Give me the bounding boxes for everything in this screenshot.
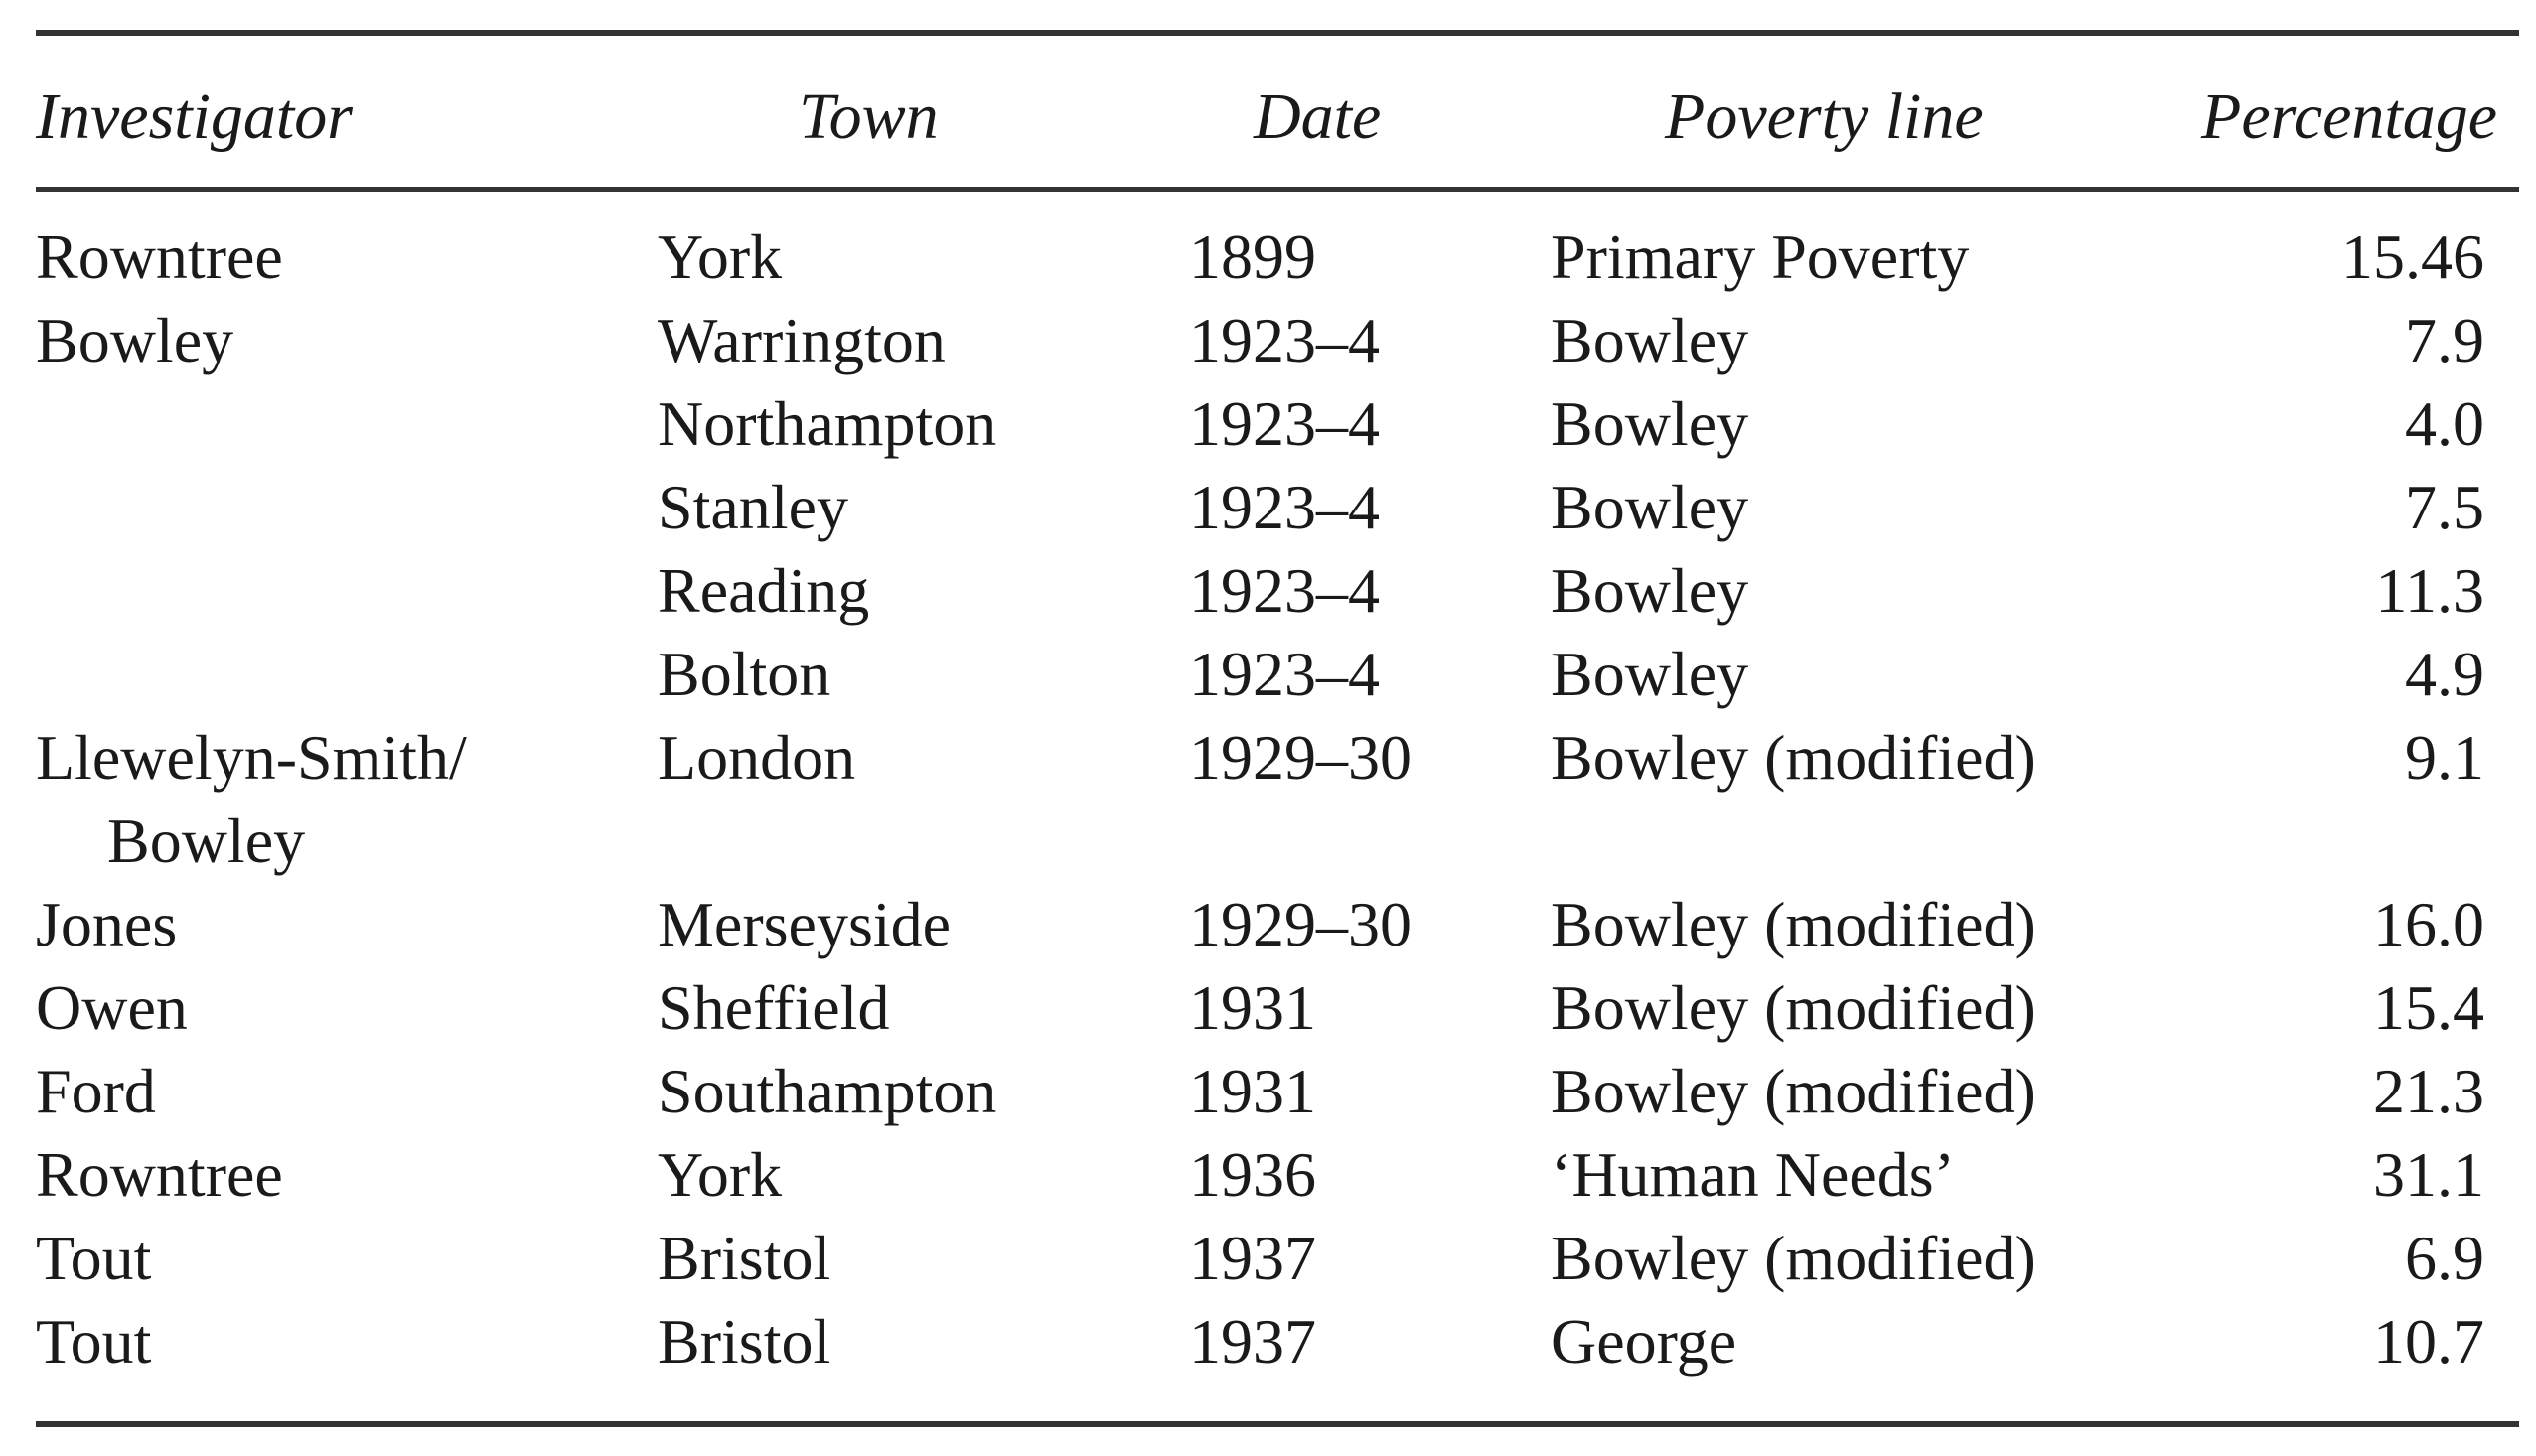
cell-percentage: 4.9: [2405, 639, 2484, 709]
table-top-rule: [36, 30, 2519, 36]
column-header-town: Town: [799, 80, 939, 153]
cell-town: London: [658, 722, 856, 793]
cell-poverty-line: Bowley (modified): [1551, 889, 2036, 959]
cell-poverty-line: Bowley: [1551, 305, 1749, 375]
cell-percentage: 16.0: [2373, 889, 2484, 959]
cell-poverty-line: Bowley (modified): [1551, 972, 2036, 1043]
cell-percentage: 6.9: [2405, 1223, 2484, 1293]
cell-town: Southampton: [658, 1056, 997, 1126]
cell-date: 1929–30: [1189, 722, 1412, 793]
cell-poverty-line: Bowley (modified): [1551, 1056, 2036, 1126]
cell-date: 1929–30: [1189, 889, 1412, 959]
cell-percentage: 31.1: [2373, 1139, 2484, 1210]
cell-percentage: 9.1: [2405, 722, 2484, 793]
table-bottom-rule: [36, 1421, 2519, 1427]
cell-percentage: 4.0: [2405, 388, 2484, 459]
table-row: Jones Merseyside 1929–30 Bowley (modifie…: [36, 883, 2519, 966]
table-row: Rowntree York 1936 ‘Human Needs’ 31.1: [36, 1133, 2519, 1217]
cell-poverty-line: Bowley (modified): [1551, 1223, 2036, 1293]
cell-town: Warrington: [658, 305, 946, 375]
cell-town: Bolton: [658, 639, 831, 709]
cell-date: 1899: [1189, 221, 1316, 292]
cell-percentage: 15.4: [2373, 972, 2484, 1043]
cell-investigator: Tout: [36, 1306, 152, 1377]
table-row: Rowntree York 1899 Primary Poverty 15.46: [36, 216, 2519, 299]
cell-date: 1923–4: [1189, 555, 1380, 626]
poverty-survey-table: Investigator Town Date Poverty line Perc…: [36, 30, 2519, 1427]
table-row: Reading 1923–4 Bowley 11.3: [36, 549, 2519, 633]
cell-poverty-line: ‘Human Needs’: [1551, 1139, 1955, 1210]
cell-date: 1937: [1189, 1223, 1316, 1293]
cell-town: Sheffield: [658, 972, 890, 1043]
cell-town: Northampton: [658, 388, 997, 459]
cell-poverty-line: Bowley: [1551, 472, 1749, 542]
cell-percentage: 7.5: [2405, 472, 2484, 542]
cell-poverty-line: Bowley: [1551, 555, 1749, 626]
cell-poverty-line: Bowley (modified): [1551, 722, 2036, 793]
table-row: Tout Bristol 1937 Bowley (modified) 6.9: [36, 1217, 2519, 1300]
cell-town: York: [658, 221, 783, 292]
table-row: Ford Southampton 1931 Bowley (modified) …: [36, 1050, 2519, 1133]
cell-percentage: 15.46: [2341, 221, 2484, 292]
cell-date: 1923–4: [1189, 305, 1380, 375]
table-header-rule: [36, 187, 2519, 192]
table-row: Tout Bristol 1937 George 10.7: [36, 1300, 2519, 1383]
cell-town: Bristol: [658, 1306, 831, 1377]
cell-percentage: 7.9: [2405, 305, 2484, 375]
cell-town: York: [658, 1139, 783, 1210]
column-header-date: Date: [1254, 80, 1382, 153]
cell-percentage: 10.7: [2373, 1306, 2484, 1377]
table-body: Rowntree York 1899 Primary Poverty 15.46…: [36, 192, 2519, 1421]
cell-date: 1923–4: [1189, 472, 1380, 542]
cell-town: Merseyside: [658, 889, 952, 959]
cell-date: 1923–4: [1189, 639, 1380, 709]
cell-date: 1931: [1189, 1056, 1316, 1126]
cell-town: Bristol: [658, 1223, 831, 1293]
cell-percentage: 21.3: [2373, 1056, 2484, 1126]
cell-date: 1937: [1189, 1306, 1316, 1377]
column-header-investigator: Investigator: [36, 80, 353, 153]
cell-percentage: 11.3: [2375, 555, 2484, 626]
cell-date: 1931: [1189, 972, 1316, 1043]
cell-town: Stanley: [658, 472, 848, 542]
cell-town: Reading: [658, 555, 870, 626]
table-row: Stanley 1923–4 Bowley 7.5: [36, 466, 2519, 549]
table-row: Bowley Warrington 1923–4 Bowley 7.9: [36, 299, 2519, 382]
cell-poverty-line: Bowley: [1551, 388, 1749, 459]
cell-investigator: Ford: [36, 1056, 156, 1126]
cell-investigator: Jones: [36, 889, 178, 959]
table-row: Llewelyn-Smith/ Bowley London 1929–30 Bo…: [36, 716, 2519, 883]
cell-poverty-line: Primary Poverty: [1551, 221, 1970, 292]
cell-poverty-line: Bowley: [1551, 639, 1749, 709]
table-row: Owen Sheffield 1931 Bowley (modified) 15…: [36, 966, 2519, 1050]
cell-date: 1936: [1189, 1139, 1316, 1210]
cell-investigator: Llewelyn-Smith/: [36, 722, 467, 793]
table-row: Bolton 1923–4 Bowley 4.9: [36, 633, 2519, 716]
column-header-percentage: Percentage: [2201, 80, 2498, 153]
cell-investigator: Tout: [36, 1223, 152, 1293]
cell-investigator: Rowntree: [36, 221, 283, 292]
table-row: Northampton 1923–4 Bowley 4.0: [36, 382, 2519, 466]
cell-investigator: Rowntree: [36, 1139, 283, 1210]
cell-poverty-line: George: [1551, 1306, 1737, 1377]
cell-investigator-continuation: Bowley: [107, 805, 306, 876]
column-header-poverty-line: Poverty line: [1665, 80, 1984, 153]
table-header-row: Investigator Town Date Poverty line Perc…: [36, 36, 2519, 187]
cell-date: 1923–4: [1189, 388, 1380, 459]
cell-investigator: Bowley: [36, 305, 234, 375]
cell-investigator: Owen: [36, 972, 188, 1043]
